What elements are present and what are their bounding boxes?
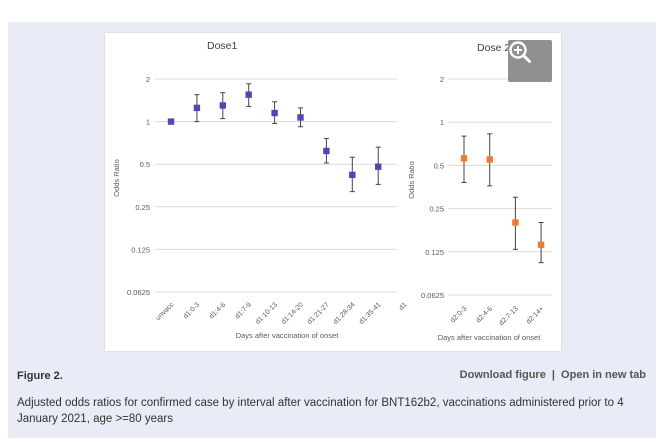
dose2-category-label: d2:7-13 <box>498 305 520 327</box>
zoom-button[interactable] <box>508 40 552 82</box>
dose1-ytick-label: 2 <box>146 75 150 84</box>
dose1-ytick-label: 0.0625 <box>127 288 150 297</box>
dose1-title: Dose1 <box>207 40 238 52</box>
dose1-data-point <box>297 114 304 121</box>
dose2-ytick-label: 0.125 <box>425 248 444 257</box>
dose1-data-point <box>219 102 226 109</box>
dose2-category-label: d2:4-6 <box>475 305 494 324</box>
dose1-category-label: d1:28-34 <box>332 301 357 326</box>
dose2-data-point <box>460 155 468 162</box>
figure-links: Download figure | Open in new tab <box>460 369 646 381</box>
dose2-title: Dose 2 <box>477 42 510 54</box>
open-new-tab-link[interactable]: Open in new tab <box>561 369 646 381</box>
dose1-data-point <box>245 91 252 98</box>
figure-caption: Adjusted odds ratios for confirmed case … <box>17 397 624 425</box>
dose1-ytick-label: 1 <box>146 118 150 127</box>
dose2-xlabel: Days after vaccination of onset <box>438 333 541 342</box>
dose1-ylabel: Odds Ratio <box>112 159 121 197</box>
dose1-data-point <box>375 163 382 170</box>
dose2-category-label: d2:14+ <box>525 305 545 325</box>
dose1-data-point <box>167 118 175 125</box>
dose1-category-label: d1:7-9 <box>234 301 253 320</box>
odds-ratio-chart: Dose1 2 1 0.5 0.25 0.125 0.0625 Odds Ratio Days … <box>112 40 552 342</box>
download-figure-link[interactable]: Download figure <box>459 369 546 381</box>
dose2-ytick-label: 0.25 <box>429 205 444 214</box>
dose1-xlabel: Days after vaccination of onset <box>236 331 339 340</box>
dose2-data-point <box>486 156 493 163</box>
dose1-data-point <box>271 109 278 117</box>
zoom-in-icon <box>509 41 531 63</box>
dose2-data-point <box>537 241 545 248</box>
dose1-ytick-label: 0.5 <box>140 160 150 169</box>
dose2-ytick-label: 1 <box>440 118 444 127</box>
dose2-data-point <box>512 219 519 226</box>
figure-image[interactable]: Dose1 2 1 0.5 0.25 0.125 0.0625 Odds Ratio Days … <box>105 33 561 351</box>
dose1-ytick-label: 0.125 <box>131 245 150 254</box>
dose1-category-label: d1 <box>398 301 409 312</box>
dose1-category-label: d1:21-27 <box>306 301 331 326</box>
dose1-category-label: d1:4-6 <box>208 301 227 320</box>
dose1-category-label: d1:14-20 <box>280 301 305 326</box>
dose1-category-label: unvacc <box>155 301 176 322</box>
dose2-category-label: d2:0-3 <box>449 305 468 324</box>
dose2-ytick-label: 0.0625 <box>421 291 444 300</box>
dose1-category-label: d1:10-13 <box>255 301 280 326</box>
figure-label: Figure 2. <box>17 370 63 382</box>
dose2-ylabel: Odds Ratio <box>407 161 416 199</box>
dose1-data-point <box>193 104 201 112</box>
dose1-category-label: d1:0-3 <box>182 301 201 320</box>
dose1-ytick-label: 0.25 <box>135 203 150 212</box>
dose1-data-point <box>349 171 356 179</box>
figure-panel: Dose1 2 1 0.5 0.25 0.125 0.0625 Odds Ratio Days … <box>8 22 656 438</box>
link-separator: | <box>551 369 555 381</box>
dose2-ytick-label: 0.5 <box>434 161 444 170</box>
dose1-data-point <box>323 147 330 155</box>
dose1-category-label: d1:35-41 <box>358 301 383 326</box>
dose2-ytick-label: 2 <box>440 75 444 84</box>
